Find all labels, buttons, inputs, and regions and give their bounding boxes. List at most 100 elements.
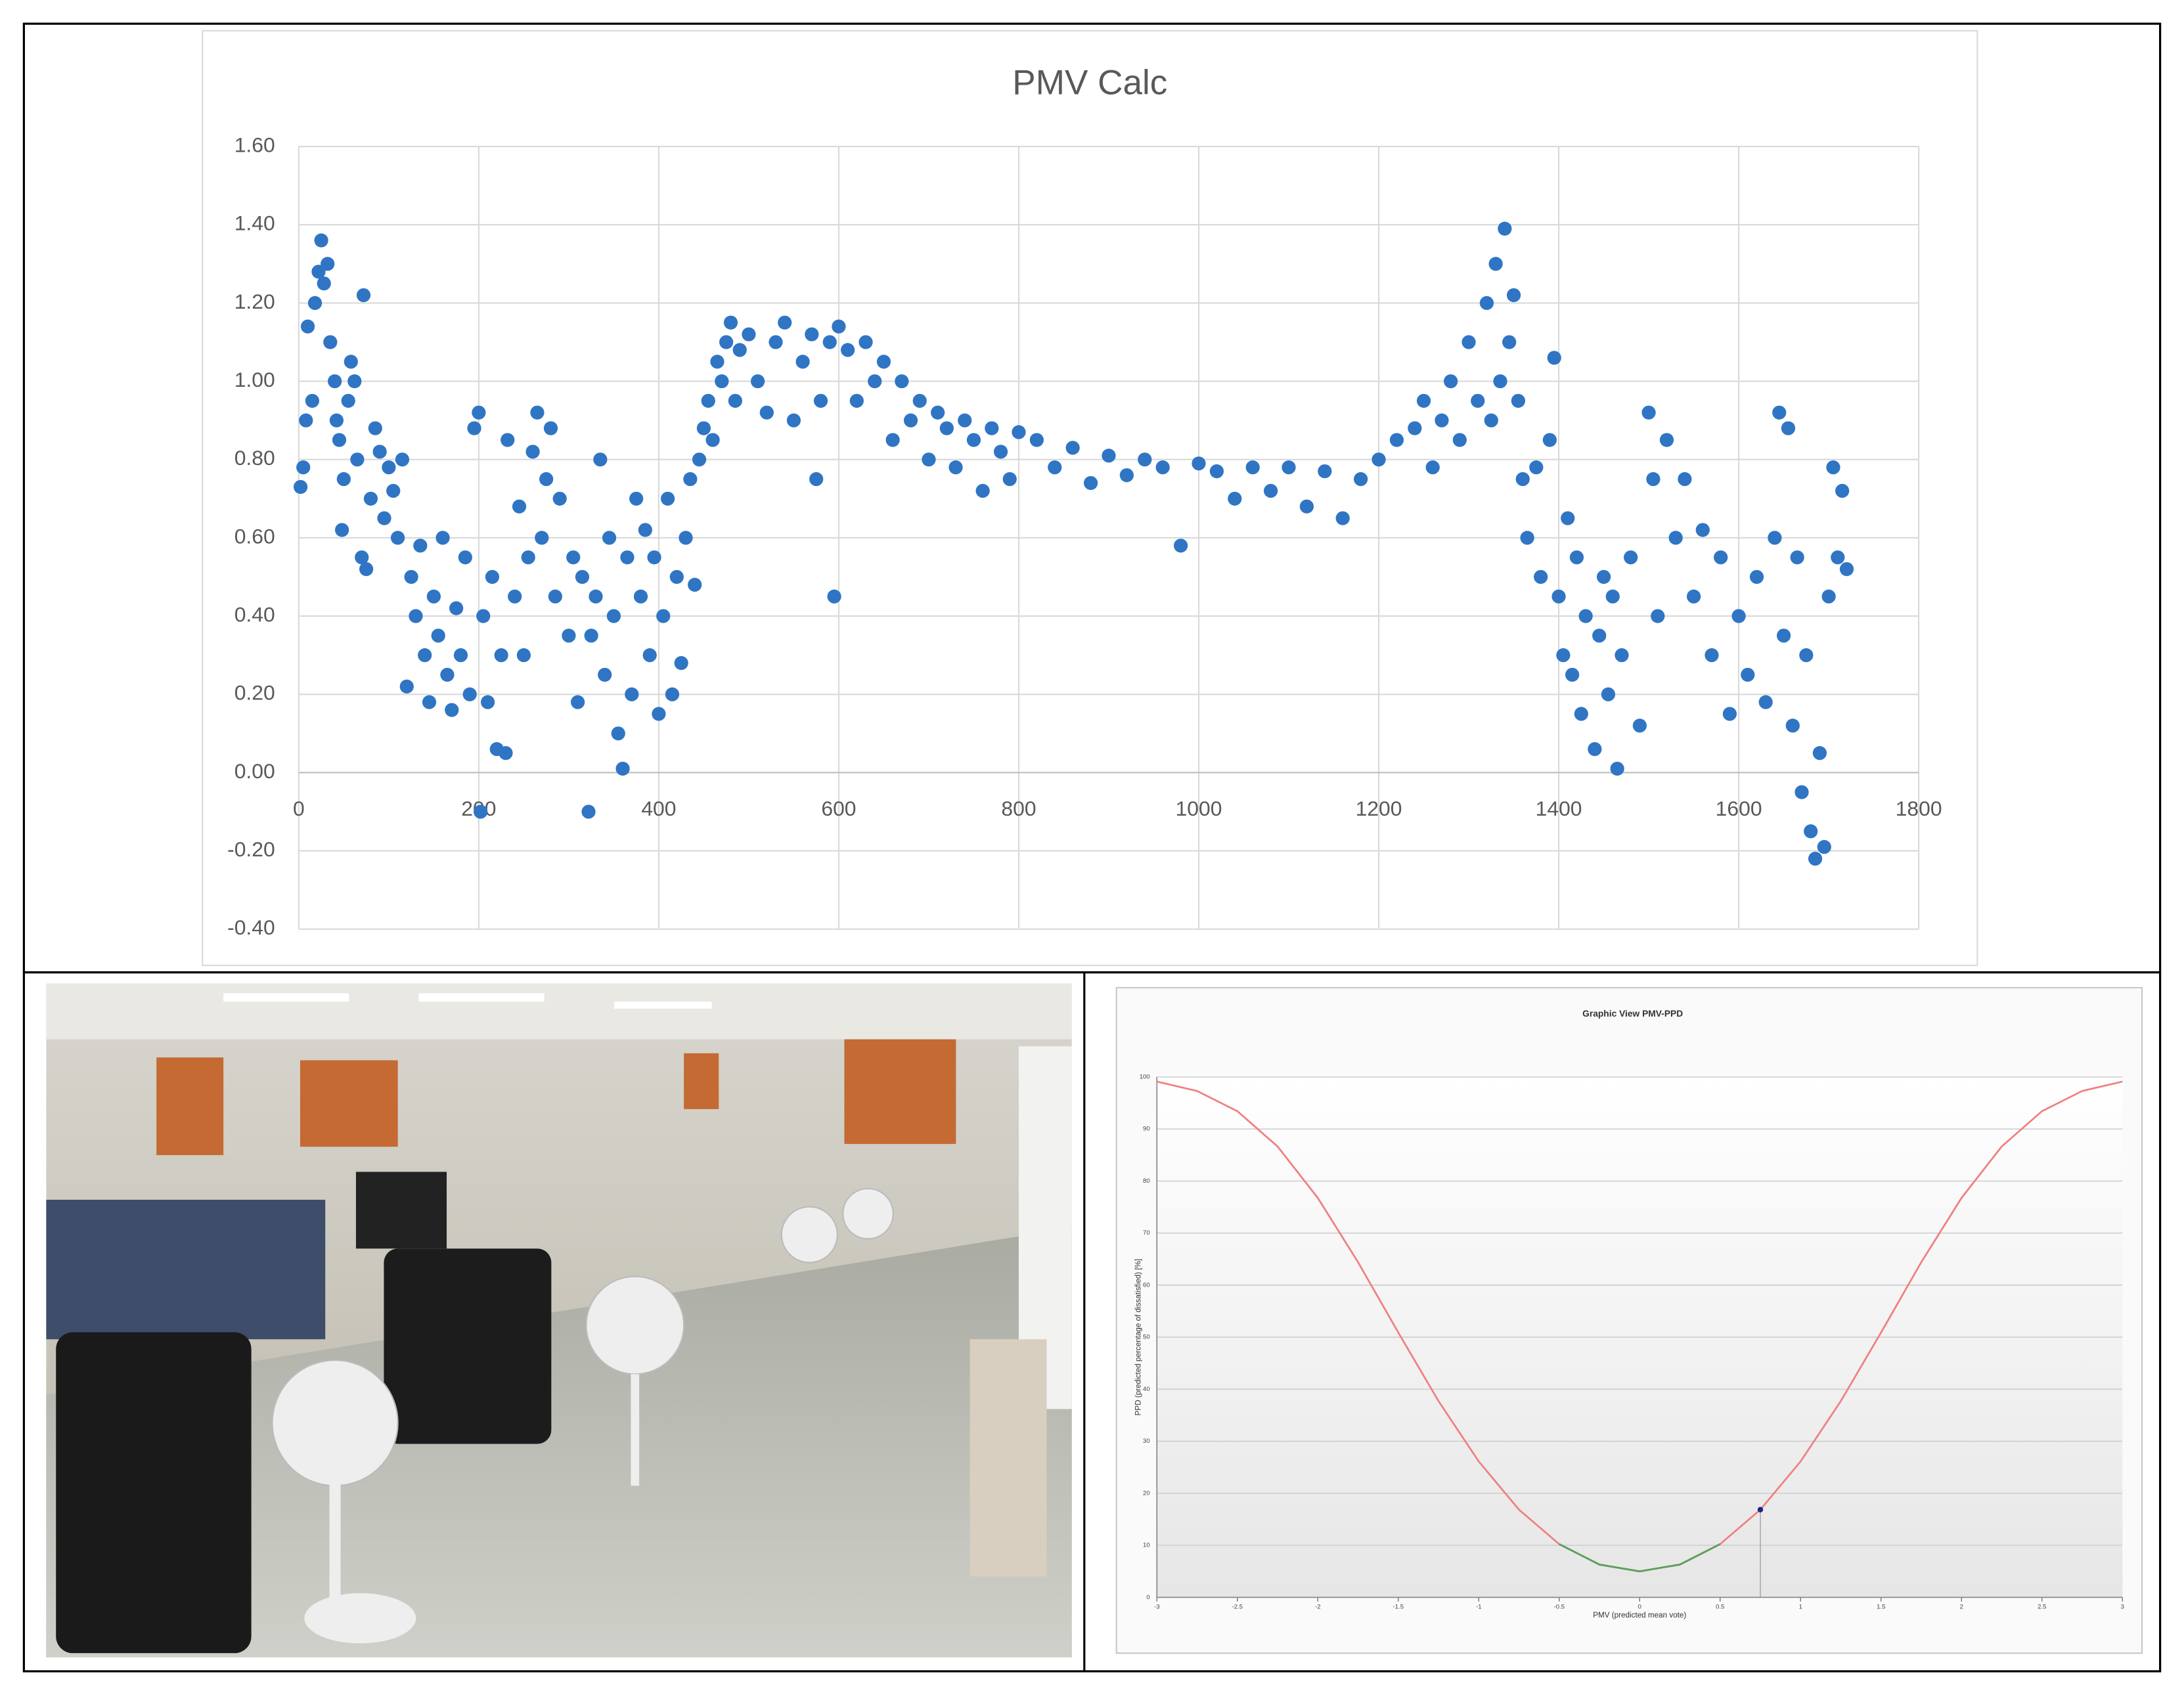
- y-tick-label: 80: [1143, 1178, 1150, 1185]
- data-point: [404, 569, 418, 584]
- data-point: [1444, 374, 1458, 389]
- x-tick-label: 1400: [1536, 797, 1582, 820]
- data-point: [1173, 539, 1188, 553]
- data-point: [1335, 511, 1350, 525]
- x-tick-label: 3: [2121, 1604, 2124, 1611]
- window-blind: [300, 1060, 398, 1147]
- window-blind: [156, 1057, 224, 1155]
- data-point: [321, 257, 335, 271]
- y-tick-label: 100: [1140, 1073, 1150, 1080]
- data-point: [1831, 550, 1845, 565]
- data-point: [344, 355, 358, 369]
- data-point: [832, 319, 846, 334]
- data-point: [1281, 460, 1296, 475]
- data-point: [719, 335, 734, 349]
- monitor: [355, 1172, 447, 1249]
- y-tick-label: 1.60: [234, 133, 275, 156]
- data-point: [440, 667, 455, 682]
- data-point: [1588, 742, 1602, 757]
- data-point: [696, 421, 711, 435]
- data-point: [701, 393, 715, 408]
- data-point: [382, 460, 396, 475]
- data-point: [390, 531, 405, 545]
- data-point: [1048, 460, 1062, 475]
- data-point: [975, 483, 990, 498]
- data-point: [426, 589, 441, 604]
- x-tick-label: -1.5: [1393, 1604, 1404, 1611]
- data-point: [449, 601, 464, 615]
- data-point: [1596, 569, 1611, 584]
- x-tick-label: 0.5: [1716, 1604, 1724, 1611]
- data-point: [1772, 405, 1787, 420]
- data-point: [535, 531, 549, 545]
- data-point: [552, 491, 567, 506]
- data-point: [710, 355, 724, 369]
- x-tick-label: 400: [641, 797, 676, 820]
- data-point: [723, 315, 738, 330]
- data-point: [1714, 550, 1728, 565]
- data-point: [589, 589, 603, 604]
- y-tick-label: 0.00: [234, 759, 275, 783]
- data-point: [778, 315, 792, 330]
- x-tick-label: 2: [1960, 1604, 1963, 1611]
- x-tick-label: 1.5: [1877, 1604, 1885, 1611]
- fan-stand: [631, 1374, 640, 1486]
- data-point: [399, 679, 414, 693]
- data-point: [652, 707, 666, 721]
- x-tick-label: -2: [1315, 1604, 1320, 1611]
- y-tick-label: 0.20: [234, 681, 275, 705]
- data-point: [1547, 351, 1561, 365]
- data-point: [1808, 851, 1823, 866]
- data-point: [386, 483, 401, 498]
- data-point: [1821, 589, 1836, 604]
- data-point: [1812, 746, 1827, 760]
- data-point: [372, 445, 387, 459]
- data-point: [1722, 707, 1737, 721]
- data-point: [311, 265, 326, 279]
- data-point: [728, 393, 742, 408]
- scatter-chart: PMV Calc -0.40 -0.20 0.00 0.20 0.40 0.60 0.80 1.…: [227, 64, 1942, 940]
- y-tick-label: 1.20: [234, 290, 275, 313]
- data-point: [359, 561, 374, 577]
- data-point: [476, 609, 491, 623]
- data-point: [751, 374, 765, 389]
- y-tick-label: 1.00: [234, 368, 275, 391]
- data-point: [931, 405, 945, 420]
- data-point: [494, 648, 508, 663]
- data-point: [1471, 393, 1485, 408]
- data-point: [562, 628, 576, 643]
- x-tick-label: -3: [1154, 1604, 1160, 1611]
- office-photo: [46, 983, 1072, 1658]
- data-point: [508, 589, 522, 604]
- data-point: [435, 531, 450, 545]
- data-point: [1138, 452, 1152, 467]
- data-point: [323, 335, 338, 349]
- data-point: [377, 511, 391, 525]
- data-point: [334, 523, 349, 537]
- data-point: [809, 472, 824, 487]
- chair: [384, 1248, 552, 1444]
- fan: [271, 1359, 399, 1487]
- data-point: [615, 761, 630, 776]
- data-point: [1785, 718, 1800, 733]
- data-point: [1488, 257, 1503, 271]
- data-point: [692, 452, 707, 467]
- data-point: [625, 687, 639, 701]
- data-point: [395, 452, 410, 467]
- data-point: [525, 445, 540, 459]
- data-point: [341, 393, 355, 408]
- data-point: [480, 695, 495, 709]
- chair: [56, 1332, 252, 1654]
- y-tick-label: 0.40: [234, 603, 275, 627]
- data-point: [876, 355, 891, 369]
- data-point: [822, 335, 837, 349]
- data-point: [422, 695, 437, 709]
- data-point: [669, 569, 684, 584]
- data-point: [530, 405, 545, 420]
- data-point: [620, 550, 635, 565]
- data-point: [1781, 421, 1796, 435]
- ceiling-light: [613, 1002, 712, 1009]
- x-tick-label: 1200: [1356, 797, 1402, 820]
- ceiling: [46, 983, 1072, 1040]
